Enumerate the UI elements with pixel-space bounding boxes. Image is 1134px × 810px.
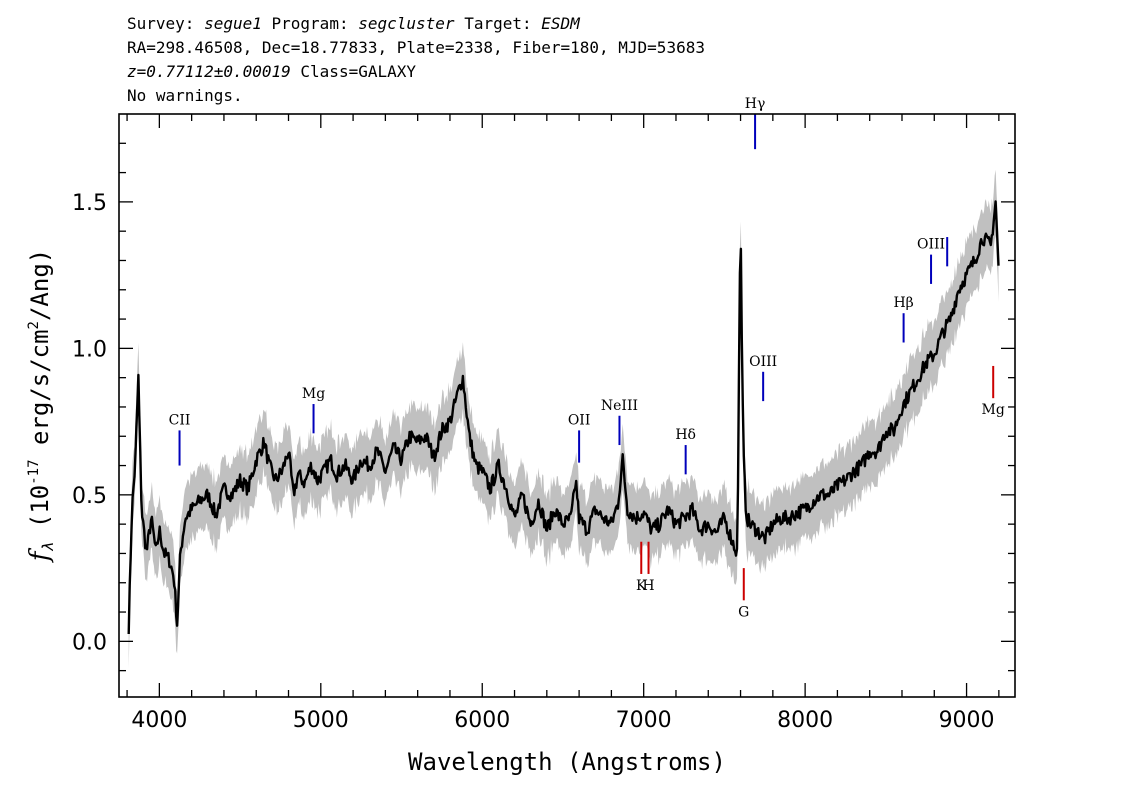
- header-line-coordinates: RA=298.46508, Dec=18.77833, Plate=2338, …: [127, 38, 705, 57]
- survey-label: Survey:: [127, 14, 195, 33]
- y-tick-label: 1.0: [72, 337, 107, 362]
- program-label: Program:: [271, 14, 349, 33]
- spectral-line-label: Hδ: [675, 427, 696, 443]
- target-value: ESDM: [541, 14, 580, 33]
- header-line-warnings: No warnings.: [127, 86, 243, 105]
- error-band: [128, 169, 999, 669]
- header-line-redshift: z=0.77112±0.00019 Class=GALAXY: [127, 60, 705, 84]
- spectral-line-label: Mg: [302, 386, 325, 402]
- spectrum-header: Survey: segue1 Program: segcluster Targe…: [127, 12, 705, 108]
- y-tick-label: 1.5: [72, 191, 107, 216]
- redshift-value: z=0.77112±0.00019: [127, 62, 291, 81]
- line-marker-layer: CII Mg OII NeIII Hδ Hγ OIII Hβ OIII KH G Mg: [169, 96, 1005, 620]
- x-tick-label: 6000: [454, 708, 510, 733]
- class-value: Class=GALAXY: [300, 62, 416, 81]
- spectral-line-label: K: [636, 578, 647, 594]
- y-tick-label: 0.0: [72, 630, 107, 655]
- spectral-line-label: OIII: [917, 237, 945, 253]
- spectral-line-label: OII: [568, 412, 591, 428]
- x-tick-label: 8000: [777, 708, 833, 733]
- y-tick-label: 0.5: [72, 484, 107, 509]
- spectral-line-label: CII: [169, 412, 191, 428]
- x-tick-label: 7000: [616, 708, 672, 733]
- plot-frame: [118, 113, 1016, 698]
- spectral-line-label: G: [738, 604, 749, 620]
- spectral-line-label: OIII: [749, 354, 777, 370]
- x-tick-label: 4000: [131, 708, 187, 733]
- x-tick-label: 9000: [939, 708, 995, 733]
- tick-layer: 4000 5000 6000 7000 8000 9000 0.0 0.5 1.0 1.5: [72, 114, 1015, 733]
- y-axis-label: fλ (10-17 erg/s/cm2/Ang): [25, 249, 57, 563]
- survey-value: segue1: [204, 14, 262, 33]
- x-axis-label: Wavelength (Angstroms): [408, 748, 726, 776]
- error-band-layer: [128, 169, 999, 669]
- spectral-line-label: Hβ: [893, 295, 913, 311]
- spectral-line-label: H: [642, 578, 654, 594]
- spectral-line-label: Hγ: [745, 96, 766, 112]
- flux-series-line: [127, 200, 1000, 635]
- flux-layer: [127, 200, 1000, 635]
- x-tick-label: 5000: [293, 708, 349, 733]
- spectral-line-label: Mg: [982, 402, 1005, 418]
- header-line-survey: Survey: segue1 Program: segcluster Targe…: [127, 12, 705, 36]
- spectral-line-label: NeIII: [601, 398, 638, 414]
- program-value: segcluster: [358, 14, 455, 33]
- target-label: Target:: [464, 14, 532, 33]
